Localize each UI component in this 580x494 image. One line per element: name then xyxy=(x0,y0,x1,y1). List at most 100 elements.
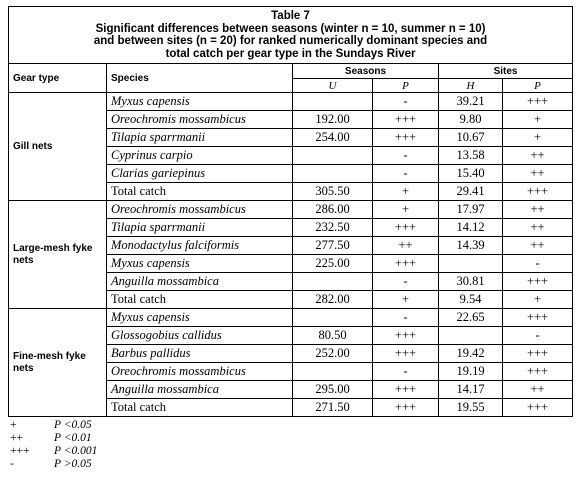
h-value-cell: 39.21 xyxy=(438,92,503,112)
header-seasons: Seasons xyxy=(292,63,439,80)
significance-legend: + P <0.05 ++ P <0.01 +++ P <0.001 - P >0… xyxy=(8,419,572,471)
header-sites: Sites xyxy=(437,63,574,80)
table-row: Monodactylus falciformis 277.50 ++ 14.39 ++ xyxy=(9,236,574,256)
h-value-cell xyxy=(438,254,503,274)
p-site-cell: ++ xyxy=(501,146,574,166)
header-h: H xyxy=(438,78,503,94)
p-site-cell: +++ xyxy=(501,398,574,418)
h-value-cell: 9.54 xyxy=(438,290,503,310)
legend-item: +++ P <0.001 xyxy=(8,445,572,458)
table-figure: Table 7 Significant differences between … xyxy=(7,5,574,471)
p-site-cell: ++ xyxy=(501,200,574,220)
p-season-cell: +++ xyxy=(372,326,439,346)
legend-meaning: P <0.001 xyxy=(54,445,98,458)
h-value-cell: 19.55 xyxy=(438,398,503,418)
table-row: Total catch 305.50 +29.41 +++ xyxy=(9,182,574,202)
results-table: Table 7 Significant differences between … xyxy=(7,5,574,418)
p-site-cell: +++ xyxy=(501,344,574,364)
table-row: Fine-mesh fyke nets Myxus capensis -22.65 +… xyxy=(8,308,574,418)
species-cell: Cyprinus carpio xyxy=(106,146,293,166)
u-value-cell: 254.00 xyxy=(292,128,373,148)
gear-type-cell: Gill nets xyxy=(8,92,107,202)
legend-symbol: ++ xyxy=(10,432,23,445)
p-season-cell: ++ xyxy=(372,236,439,256)
u-value-cell: 286.00 xyxy=(292,200,373,220)
h-value-cell: 17.97 xyxy=(438,200,503,220)
h-value-cell: 13.58 xyxy=(438,146,503,166)
species-cell: Glossogobius callidus xyxy=(106,326,293,346)
caption-row: Table 7 Significant differences between … xyxy=(7,5,574,65)
p-site-cell: - xyxy=(501,326,574,346)
legend-item: + P <0.05 xyxy=(8,419,572,432)
caption-line: total catch per gear type in the Sundays… xyxy=(165,47,416,60)
p-season-cell: + xyxy=(372,200,439,220)
p-site-cell: + xyxy=(501,110,574,130)
u-value-cell: 80.50 xyxy=(292,326,373,346)
header-species: Species xyxy=(106,63,293,94)
species-cell: Anguilla mossambica xyxy=(106,272,293,292)
p-season-cell: + xyxy=(372,182,439,202)
table-row: Myxus capensis 225.00 +++ - xyxy=(9,254,574,274)
header-gear-type: Gear type xyxy=(8,63,107,94)
p-season-cell: - xyxy=(372,92,439,112)
u-value-cell: 277.50 xyxy=(292,236,373,256)
p-site-cell: + xyxy=(501,290,574,310)
u-value-cell xyxy=(292,272,373,292)
p-site-cell: +++ xyxy=(501,308,574,328)
species-cell: Myxus capensis xyxy=(106,254,293,274)
p-site-cell: ++ xyxy=(501,236,574,256)
u-value-cell: 232.50 xyxy=(292,218,373,238)
p-season-cell: +++ xyxy=(372,398,439,418)
legend-symbol: +++ xyxy=(10,445,30,458)
caption-line: and between sites (n = 20) for ranked nu… xyxy=(93,35,488,48)
table-row: Anguilla mossambica 295.00 +++ 14.17 ++ xyxy=(9,380,574,400)
table-row: Large-mesh fyke nets Oreochromis mossambi… xyxy=(8,200,574,310)
table-row: Total catch 282.00 +9.54 + xyxy=(9,290,574,310)
table-row: Gill nets Myxus capensis -39.21 +++ xyxy=(8,92,574,202)
h-value-cell: 14.17 xyxy=(438,380,503,400)
header-row: Gear type Species Seasons Sites xyxy=(8,63,574,94)
h-value-cell: 9.80 xyxy=(438,110,503,130)
u-value-cell: 282.00 xyxy=(292,290,373,310)
p-season-cell: - xyxy=(372,146,439,166)
legend-meaning: P >0.05 xyxy=(54,458,92,471)
h-value-cell: 30.81 xyxy=(438,272,503,292)
p-season-cell: +++ xyxy=(372,380,439,400)
species-cell: Total catch xyxy=(106,398,293,418)
p-season-cell: - xyxy=(372,362,439,382)
h-value-cell: 22.65 xyxy=(438,308,503,328)
u-value-cell xyxy=(292,92,373,112)
legend-meaning: P <0.05 xyxy=(54,419,92,432)
header-u: U xyxy=(292,78,373,94)
u-value-cell: 192.00 xyxy=(292,110,373,130)
header-p-season: P xyxy=(372,78,439,94)
species-cell: Anguilla mossambica xyxy=(106,380,293,400)
caption-line: Significant differences between seasons … xyxy=(95,22,486,35)
u-value-cell: 225.00 xyxy=(292,254,373,274)
u-value-cell xyxy=(292,146,373,166)
p-season-cell: +++ xyxy=(372,110,439,130)
u-value-cell: 305.50 xyxy=(292,182,373,202)
legend-item: ++ P <0.01 xyxy=(8,432,572,445)
header-p-site: P xyxy=(501,78,574,94)
p-site-cell: ++ xyxy=(501,218,574,238)
p-season-cell: - xyxy=(372,272,439,292)
table-row: Total catch 271.50 +++ 19.55 +++ xyxy=(9,398,574,418)
legend-symbol: - xyxy=(10,458,14,471)
table-row: Clarias gariepinus -15.40 ++ xyxy=(9,164,574,184)
species-cell: Total catch xyxy=(106,182,293,202)
gear-type-cell: Large-mesh fyke nets xyxy=(8,200,107,310)
species-cell: Monodactylus falciformis xyxy=(106,236,293,256)
legend-symbol: + xyxy=(10,419,17,432)
h-value-cell: 19.19 xyxy=(438,362,503,382)
p-season-cell: +++ xyxy=(372,344,439,364)
u-value-cell xyxy=(292,164,373,184)
species-cell: Oreochromis mossambicus xyxy=(106,200,293,220)
u-value-cell: 295.00 xyxy=(292,380,373,400)
h-value-cell: 10.67 xyxy=(438,128,503,148)
p-site-cell: + xyxy=(501,128,574,148)
u-value-cell xyxy=(292,362,373,382)
legend-item: - P >0.05 xyxy=(8,458,572,471)
h-value-cell: 19.42 xyxy=(438,344,503,364)
species-cell: Oreochromis mossambicus xyxy=(106,110,293,130)
